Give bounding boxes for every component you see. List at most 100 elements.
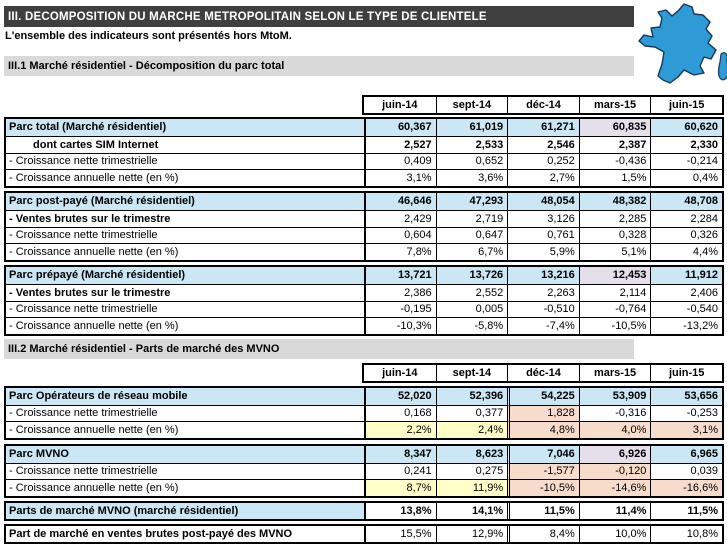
column-header: juin-14 [382, 99, 418, 111]
column-header: juin-15 [650, 365, 722, 381]
table1-column-headers: juin-14 sept-14 déc-14 mars-15 juin-15 [362, 95, 724, 115]
row-label: Parc MVNO [6, 446, 364, 463]
row-label: - Croissance nette trimestrielle [6, 226, 364, 244]
value-cell: 48,708 [650, 193, 722, 210]
value-cell: 2,2% [364, 421, 436, 438]
value-cell: 2,4% [435, 421, 508, 438]
value-cell: 0,005 [435, 300, 508, 318]
value-cell: 3,6% [435, 169, 508, 186]
value-cell: 0,652 [435, 152, 508, 170]
value-cell: 4,0% [578, 421, 651, 438]
value-cell: 0,409 [364, 152, 436, 170]
row-label: - Croissance nette trimestrielle [6, 404, 364, 422]
value-cell: 2,429 [364, 209, 436, 227]
value-cell: 11,5% [507, 503, 579, 519]
value-cell: 2,552 [435, 283, 508, 301]
value-cell: 60,367 [364, 119, 436, 136]
row-label: Parc total (Marché résidentiel) [6, 119, 364, 136]
value-cell: 13,721 [364, 267, 436, 284]
table-parts-marche-mvno: Parts de marché MVNO (marché résidentiel… [4, 501, 724, 521]
table-parc-mvno: Parc MVNO 8,347 8,623 7,046 6,926 6,965 - Croi… [4, 444, 724, 498]
value-cell: 6,7% [435, 243, 508, 260]
value-cell: 0,604 [364, 226, 436, 244]
value-cell: 11,912 [650, 267, 722, 284]
section-heading-iii1: III.1 Marché résidentiel - Décomposition… [4, 56, 634, 76]
value-cell: 53,909 [578, 388, 651, 405]
value-cell: -10,5% [578, 317, 651, 334]
value-cell: 7,046 [507, 446, 579, 463]
value-cell: 7,8% [364, 243, 436, 260]
column-header: juin-15 [650, 97, 722, 113]
value-cell: 2,546 [507, 135, 579, 153]
row-label: - Croissance annuelle nette (en %) [6, 421, 364, 438]
value-cell: 11,5% [650, 503, 722, 519]
value-cell: 3,1% [364, 169, 436, 186]
value-cell: 14,1% [435, 503, 508, 519]
value-cell: 4,8% [507, 421, 579, 438]
value-cell: 2,263 [507, 283, 579, 301]
value-cell: 46,646 [364, 193, 436, 210]
row-label: - Croissance annuelle nette (en %) [6, 169, 364, 186]
value-cell: 2,386 [364, 283, 436, 301]
row-label: Parc post-payé (Marché résidentiel) [6, 193, 364, 210]
value-cell: -0,214 [650, 152, 722, 170]
value-cell: -10,5% [507, 479, 579, 496]
value-cell: -10,3% [364, 317, 436, 334]
value-cell: -1,577 [507, 462, 579, 480]
value-cell: 12,453 [578, 267, 651, 284]
page-title: III. DECOMPOSITION DU MARCHE METROPOLITA… [4, 6, 634, 27]
row-label: - Croissance annuelle nette (en %) [6, 317, 364, 334]
value-cell: 10,0% [578, 526, 651, 542]
value-cell: 10,8% [650, 526, 722, 542]
value-cell: 0,039 [650, 462, 722, 480]
value-cell: 8,4% [507, 526, 579, 542]
row-label: - Croissance annuelle nette (en %) [6, 479, 364, 496]
value-cell: 0,647 [435, 226, 508, 244]
value-cell: 2,387 [578, 135, 651, 153]
value-cell: -0,764 [578, 300, 651, 318]
value-cell: 11,9% [435, 479, 508, 496]
row-label: Parts de marché MVNO (marché résidentiel… [6, 503, 364, 519]
value-cell: 0,761 [507, 226, 579, 244]
row-label: - Croissance nette trimestrielle [6, 152, 364, 170]
value-cell: 60,620 [650, 119, 722, 136]
value-cell: 2,284 [650, 209, 722, 227]
row-label: Parc prépayé (Marché résidentiel) [6, 267, 364, 284]
value-cell: 5,9% [507, 243, 579, 260]
value-cell: 2,7% [507, 169, 579, 186]
value-cell: 3,126 [507, 209, 579, 227]
table-part-ventes-brutes-mvno: Part de marché en ventes brutes post-pay… [4, 524, 724, 544]
value-cell: 2,330 [650, 135, 722, 153]
value-cell: 15,5% [364, 526, 436, 542]
value-cell: 6,965 [650, 446, 722, 463]
value-cell: 61,271 [507, 119, 579, 136]
row-label: - Ventes brutes sur le trimestre [6, 209, 364, 227]
column-header: déc-14 [507, 365, 579, 381]
table-parc-total: Parc total (Marché résidentiel) 60,367 61,… [4, 117, 724, 188]
value-cell: 0,4% [650, 169, 722, 186]
column-header: déc-14 [507, 97, 579, 113]
value-cell: -16,6% [650, 479, 722, 496]
france-map-icon [638, 3, 727, 84]
value-cell: 1,5% [578, 169, 651, 186]
value-cell: 4,4% [650, 243, 722, 260]
value-cell: 53,656 [650, 388, 722, 405]
value-cell: 0,377 [435, 404, 508, 422]
value-cell: 0,328 [578, 226, 651, 244]
value-cell: -13,2% [650, 317, 722, 334]
value-cell: 13,726 [435, 267, 508, 284]
value-cell: 2,527 [364, 135, 436, 153]
value-cell: 54,225 [507, 388, 579, 405]
table-parc-operateurs: Parc Opérateurs de réseau mobile 52,020 52… [4, 386, 724, 440]
section-heading-iii2: III.2 Marché résidentiel - Parts de marc… [4, 339, 634, 359]
value-cell: 0,326 [650, 226, 722, 244]
value-cell: 61,019 [435, 119, 508, 136]
value-cell: -0,253 [650, 404, 722, 422]
value-cell: 60,835 [578, 119, 651, 136]
value-cell: -0,510 [507, 300, 579, 318]
value-cell: -0,316 [578, 404, 651, 422]
row-label: - Ventes brutes sur le trimestre [6, 283, 364, 301]
row-label: - Croissance nette trimestrielle [6, 462, 364, 480]
value-cell: -7,4% [507, 317, 579, 334]
